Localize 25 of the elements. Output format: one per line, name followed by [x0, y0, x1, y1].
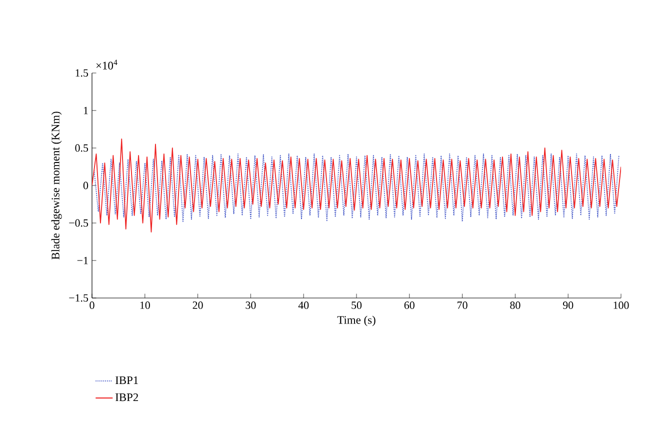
x-tick-label: 70: [458, 302, 468, 309]
x-tick-label: 90: [562, 302, 574, 309]
y-tick-label: 0: [83, 182, 88, 190]
y-tick-label: 0.5: [75, 144, 88, 152]
y-tick-label: 1: [84, 106, 88, 114]
x-tick-label: 80: [510, 302, 520, 309]
y-tick-label: −0.5: [69, 219, 88, 227]
y-tick-label: 1.5: [76, 69, 88, 77]
x-tick-label: 20: [192, 302, 203, 309]
x-tick-label: 100: [614, 302, 629, 309]
x-tick-label: 10: [140, 302, 150, 309]
text: ×10$^{4}$: [96, 60, 118, 70]
line-series: [94, 154, 620, 222]
x-tick-label: 30: [246, 302, 256, 309]
x-tick-label: 0: [90, 302, 94, 309]
y-axis-title: Blade edgewise moment (KNm): [51, 112, 62, 260]
x-tick-label: 60: [404, 302, 414, 309]
legend-label: IBP1: [115, 376, 138, 384]
y-tick-label: −1.5: [69, 294, 88, 302]
x-axis-title: Time (s): [337, 316, 376, 326]
y-tick-label: −1: [77, 256, 88, 264]
x-tick-label: 50: [352, 302, 362, 309]
x-tick-label: 40: [298, 302, 309, 309]
line-series: [92, 138, 622, 232]
legend-label: IBP2: [115, 393, 138, 402]
